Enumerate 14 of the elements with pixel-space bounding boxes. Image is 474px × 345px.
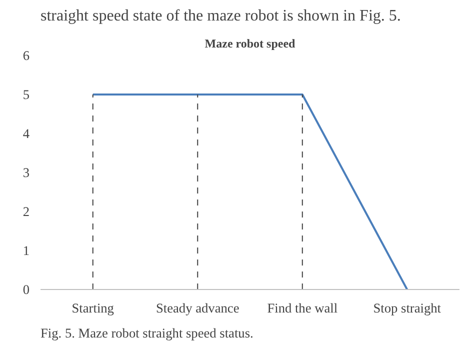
x-tick-label: Find the wall [267,300,338,316]
x-tick-label: Steady advance [156,300,240,316]
x-tick-label: Stop straight [373,300,442,316]
text: straight speed state of the maze robot is shown in Fig. 5. [40,8,401,24]
caption: Fig. 5. Maze robot straight speed status. [40,326,254,340]
chart-title: Maze robot speed [204,36,296,50]
y-tick-label: 4 [22,126,30,141]
y-tick-label: 6 [22,48,30,63]
y-tick-label: 2 [22,204,30,219]
y-tick-label: 5 [22,87,30,102]
x-tick-label: Starting [72,300,114,316]
y-tick-label: 0 [22,282,30,297]
y-tick-label: 3 [22,165,30,180]
y-tick-label: 1 [22,243,30,258]
